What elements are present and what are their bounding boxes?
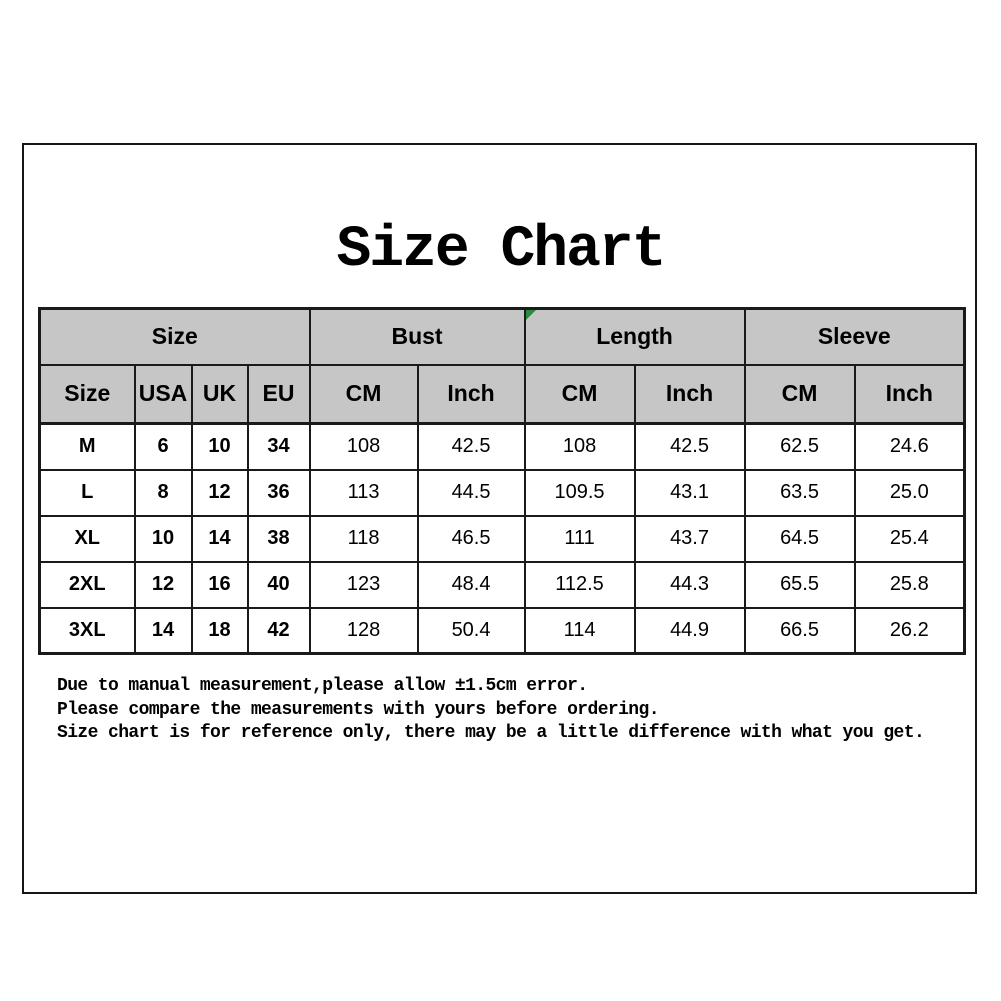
col-header-bust-cm: CM	[308, 363, 419, 425]
table-cell: 6	[133, 422, 193, 471]
table-cell: 43.1	[633, 468, 746, 517]
table-cell: 44.5	[416, 468, 526, 517]
table-cell: 38	[246, 514, 311, 563]
table-cell: 109.5	[523, 468, 636, 517]
table-cell: 34	[246, 422, 311, 471]
table-row: XL 10 14 38 118 46.5 111 43.7 64.5 25.4	[38, 514, 966, 563]
table-cell: 48.4	[416, 560, 526, 609]
note-line: Please compare the measurements with you…	[57, 699, 660, 720]
table-cell: 25.0	[853, 468, 966, 517]
table-row: L 8 12 36 113 44.5 109.5 43.1 63.5 25.0	[38, 468, 966, 517]
col-header-uk: UK	[190, 363, 249, 425]
table-cell: 40	[246, 560, 311, 609]
table-cell: 50.4	[416, 606, 526, 655]
table-cell: M	[38, 422, 136, 471]
page-title: Size Chart	[336, 218, 666, 283]
table-cell: 44.3	[633, 560, 746, 609]
table-cell: 12	[133, 560, 193, 609]
col-header-bust-inch: Inch	[416, 363, 526, 425]
table-cell: 12	[190, 468, 249, 517]
column-header-row: Size USA UK EU CM Inch CM Inch CM Inch	[38, 363, 966, 425]
table-cell: 24.6	[853, 422, 966, 471]
size-table-body: M 6 10 34 108 42.5 108 42.5 62.5 24.6 L 8 12 36 113 44.…	[38, 422, 966, 655]
table-cell: 10	[133, 514, 193, 563]
table-cell: 62.5	[743, 422, 856, 471]
table-cell: 64.5	[743, 514, 856, 563]
col-header-length-inch: Inch	[633, 363, 746, 425]
table-cell: 66.5	[743, 606, 856, 655]
table-cell: 25.8	[853, 560, 966, 609]
group-header-length-label: Length	[596, 323, 673, 350]
table-cell: 14	[133, 606, 193, 655]
table-cell: XL	[38, 514, 136, 563]
table-cell: 18	[190, 606, 249, 655]
table-cell: 25.4	[853, 514, 966, 563]
table-cell: 111	[523, 514, 636, 563]
col-header-eu: EU	[246, 363, 311, 425]
green-corner-marker-icon	[525, 310, 536, 320]
table-cell: 108	[308, 422, 419, 471]
table-row: 3XL 14 18 42 128 50.4 114 44.9 66.5 26.2	[38, 606, 966, 655]
col-header-sleeve-inch: Inch	[853, 363, 966, 425]
table-cell: 46.5	[416, 514, 526, 563]
table-cell: 112.5	[523, 560, 636, 609]
table-cell: 42	[246, 606, 311, 655]
table-cell: 128	[308, 606, 419, 655]
table-cell: 43.7	[633, 514, 746, 563]
table-cell: 8	[133, 468, 193, 517]
group-header-row: Size Bust Length Sleeve	[38, 307, 966, 366]
note-line: Size chart is for reference only, there …	[57, 723, 925, 743]
table-cell: 10	[190, 422, 249, 471]
table-cell: L	[38, 468, 136, 517]
note-line: Due to manual measurement,please allow ±…	[57, 676, 588, 696]
table-cell: 63.5	[743, 468, 856, 517]
col-header-usa: USA	[133, 363, 193, 425]
disclaimer-notes: Due to manual measurement,please allow ±…	[57, 675, 925, 746]
image-border-frame	[22, 143, 977, 894]
table-cell: 36	[246, 468, 311, 517]
table-cell: 44.9	[633, 606, 746, 655]
table-cell: 113	[308, 468, 419, 517]
table-cell: 118	[308, 514, 419, 563]
table-row: M 6 10 34 108 42.5 108 42.5 62.5 24.6	[38, 422, 966, 471]
table-row: 2XL 12 16 40 123 48.4 112.5 44.3 65.5 25.8	[38, 560, 966, 609]
table-cell: 114	[523, 606, 636, 655]
group-header-bust: Bust	[308, 307, 526, 366]
table-cell: 123	[308, 560, 419, 609]
size-chart-table: Size Bust Length Sleeve Size USA UK EU C…	[38, 307, 967, 655]
table-cell: 14	[190, 514, 249, 563]
col-header-size: Size	[38, 363, 136, 425]
table-cell: 2XL	[38, 560, 136, 609]
group-header-size: Size	[38, 307, 311, 366]
col-header-length-cm: CM	[523, 363, 636, 425]
col-header-sleeve-cm: CM	[743, 363, 856, 425]
group-header-sleeve: Sleeve	[743, 307, 966, 366]
table-cell: 26.2	[853, 606, 966, 655]
table-cell: 42.5	[416, 422, 526, 471]
table-cell: 65.5	[743, 560, 856, 609]
table-cell: 42.5	[633, 422, 746, 471]
group-header-length: Length	[523, 307, 746, 366]
table-cell: 3XL	[38, 606, 136, 655]
table-cell: 16	[190, 560, 249, 609]
table-cell: 108	[523, 422, 636, 471]
